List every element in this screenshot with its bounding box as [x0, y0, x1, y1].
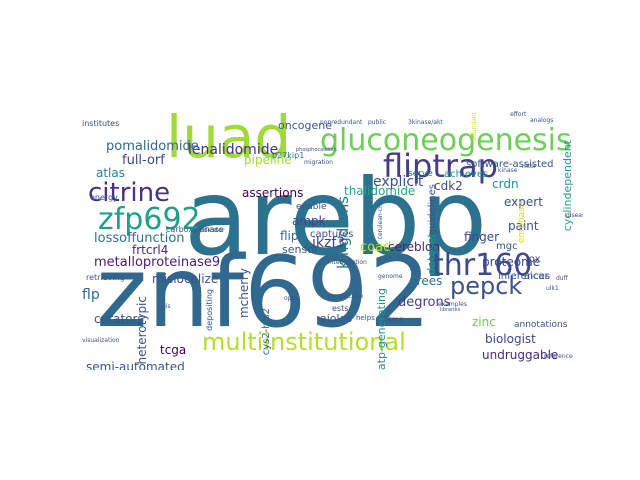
word: coad — [360, 240, 392, 255]
word: fliptrap — [383, 147, 498, 185]
word: depositing — [205, 289, 214, 331]
word: sensor — [282, 243, 319, 256]
word: frtcrl4 — [132, 243, 169, 257]
word: ampk — [292, 214, 326, 228]
word: oncogene — [278, 119, 332, 132]
word: luad — [166, 108, 292, 171]
word: atlas — [96, 166, 125, 180]
word: institutes — [82, 119, 120, 128]
word: libraries — [440, 307, 461, 313]
word: mgc — [496, 241, 518, 252]
word: kinase — [498, 167, 518, 174]
word: interrogation — [328, 259, 367, 266]
word: cereblon — [388, 240, 440, 254]
word: tma — [388, 315, 404, 324]
word: software-assisted — [466, 159, 554, 170]
word: nonredundant — [320, 119, 363, 126]
word: proteome — [482, 255, 541, 269]
word: migration — [304, 159, 333, 166]
word-cloud: arebp znf692 luad gluconeogenesis fliptr… — [78, 108, 583, 370]
word: full-orf — [122, 153, 165, 168]
word: pipeline — [244, 153, 292, 167]
word: explicit — [373, 174, 424, 190]
word: pepck — [450, 272, 523, 300]
word: achieves — [444, 169, 489, 180]
word: cerulean-cm — [377, 202, 384, 240]
word: phosphocalcium — [296, 147, 337, 153]
word: paint — [508, 219, 539, 233]
word: perspective — [328, 293, 364, 300]
word: examples — [438, 301, 467, 308]
word: gluconeogenesis — [320, 123, 572, 158]
word: lenalidomide — [188, 142, 279, 158]
word: zfp692 — [98, 202, 201, 237]
word: cys2-his2 — [261, 308, 272, 356]
word: thalidomide — [344, 184, 416, 198]
word: annotations — [514, 320, 568, 330]
word: undruggable — [482, 348, 559, 362]
word: aiolos — [320, 312, 353, 325]
word: 3kinase/akt — [408, 119, 443, 126]
word: assertions — [242, 186, 304, 200]
word: biologist — [485, 332, 536, 346]
word: ikzf3 — [312, 235, 346, 251]
word: diseas — [566, 212, 583, 219]
word: carboxykinase — [166, 225, 224, 234]
word: effort — [510, 111, 527, 118]
word: lox — [526, 254, 541, 265]
word: finger — [464, 230, 500, 244]
word: tcga — [160, 343, 187, 357]
word: degrons — [398, 295, 451, 310]
word: indicator — [198, 227, 225, 234]
word: enable — [296, 202, 327, 212]
word: flip — [280, 229, 299, 243]
word: opts — [284, 295, 297, 302]
word: multiinstitutional — [202, 328, 406, 356]
word: inferences — [498, 271, 551, 282]
word: gis — [162, 303, 171, 310]
word: semi-automated — [86, 360, 185, 370]
word: heterotypic — [135, 296, 149, 365]
word: serve — [408, 169, 433, 179]
word: curators — [94, 312, 144, 326]
word: reference — [544, 353, 573, 360]
word: duff — [556, 275, 568, 282]
word: cdk2 — [434, 179, 463, 193]
word: crdn — [492, 177, 519, 191]
word: guidelines — [427, 184, 438, 236]
word: abundant — [471, 112, 478, 141]
word: aicar — [524, 271, 549, 282]
word: atp-generating — [375, 288, 388, 370]
word: p27kip1 — [272, 151, 305, 160]
word: arebp — [184, 157, 488, 279]
word: znf692 — [96, 236, 432, 350]
word: public — [368, 119, 387, 126]
word: metalloproteinase9 — [94, 255, 221, 270]
word: dataset — [425, 233, 438, 275]
word: ests — [332, 304, 349, 313]
word: trees — [412, 274, 443, 288]
word: mislocalize — [152, 272, 219, 286]
word: analogs — [530, 117, 554, 124]
word: emphasis — [517, 200, 527, 244]
word: flp — [82, 287, 100, 303]
word: helps — [356, 314, 375, 322]
word: pomalidomide — [106, 139, 199, 154]
word: visualization — [82, 337, 120, 344]
word: mcherry — [237, 268, 251, 319]
word: thr160 — [432, 248, 533, 283]
word: retrieving — [86, 273, 125, 282]
word: energy — [90, 193, 118, 202]
word: mtor — [522, 163, 537, 170]
word: lossoffunction — [94, 231, 185, 246]
word: zinc — [472, 315, 496, 329]
word: citrine — [88, 178, 171, 208]
word: ulk1 — [546, 285, 559, 292]
word: captures — [310, 229, 354, 240]
word: genome — [378, 273, 403, 280]
word: expert — [504, 195, 543, 209]
